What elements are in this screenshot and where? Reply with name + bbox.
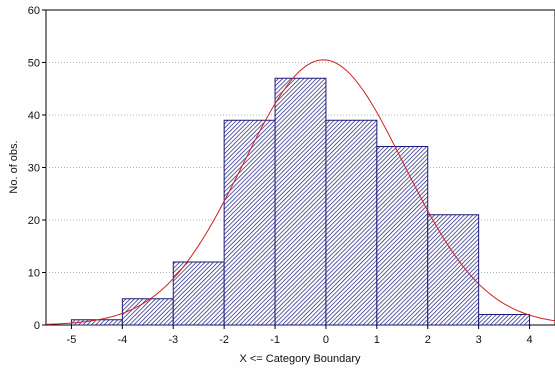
x-tick-label: -2	[219, 334, 229, 346]
y-tick-label: 40	[28, 110, 40, 122]
histogram-bar	[121, 298, 174, 326]
y-tick-label: 20	[28, 215, 40, 227]
y-tick-label: 60	[28, 5, 40, 17]
histogram-bar	[427, 214, 480, 326]
histogram-bar	[325, 119, 378, 326]
y-tick-label: 0	[34, 320, 40, 332]
gridlines	[46, 62, 555, 273]
y-tick-label: 30	[28, 163, 40, 175]
histogram-bar	[376, 146, 429, 326]
histogram-bar	[274, 77, 327, 326]
y-axis-title: No. of obs.	[8, 140, 20, 193]
y-axis: 0 10 20 30 40 50 60	[28, 5, 46, 332]
x-tick-label: -3	[168, 334, 178, 346]
y-tick-label: 10	[28, 268, 40, 280]
histogram-bar	[478, 314, 531, 326]
x-tick-label: -5	[67, 334, 77, 346]
x-axis: -5 -4 -3 -2 -1 0 1 2 3 4	[67, 325, 533, 346]
histogram-bar	[223, 119, 276, 326]
x-tick-label: 2	[425, 334, 431, 346]
x-axis-title: X <= Category Boundary	[239, 353, 361, 365]
fit-curve-line	[46, 59, 555, 325]
x-tick-label: -1	[270, 334, 280, 346]
x-tick-label: 4	[526, 334, 532, 346]
x-tick-label: 0	[323, 334, 329, 346]
histogram-bars	[70, 77, 531, 326]
histogram-bar	[172, 261, 225, 326]
y-tick-label: 50	[28, 58, 40, 70]
x-tick-label: 1	[374, 334, 380, 346]
normal-fit-curve	[46, 59, 555, 325]
x-tick-label: 3	[476, 334, 482, 346]
x-tick-label: -4	[117, 334, 127, 346]
